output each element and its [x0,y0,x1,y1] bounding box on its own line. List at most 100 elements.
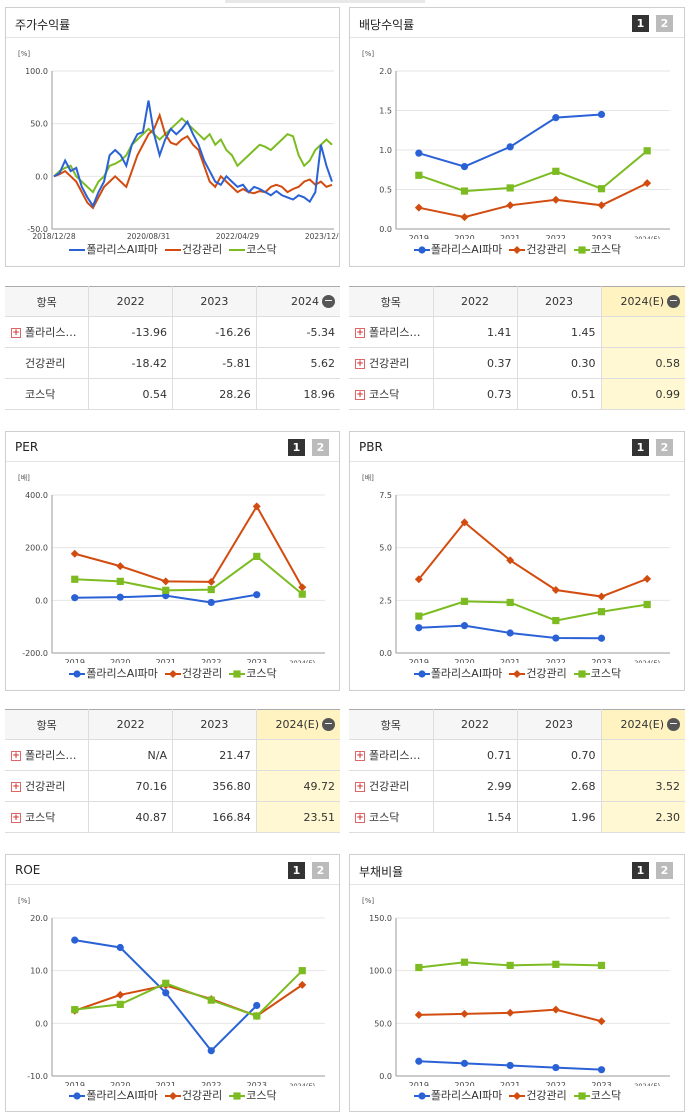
chart-legend: 폴라리스AI파마 건강관리 코스닥 [6,241,339,257]
legend-marker [73,1092,81,1100]
per-chart: [배] 400.0 200.0 0.0 -200.0 2019 2020 2021 2022 20… [18,473,325,663]
value-cell: 2.30 [601,801,685,833]
value-cell: 28.26 [172,378,257,410]
value-cell: 1.41 [433,316,518,348]
legend-marker [513,670,522,678]
panel-header: 주가수익률 [6,8,339,38]
panel-title: ROE [15,863,41,877]
legend-item: 코스닥 [573,1087,621,1103]
legend-swatch [509,1092,526,1100]
stock-return-panel: 주가수익률 [%] 100.0 50.0 0.0 -50.0 2018/12/28 2020… [5,7,340,267]
x-tick-label: 2023 [591,658,611,663]
column-header-2022: 2022 [433,709,518,740]
table-row: + 폴라리스… 1.41 1.45 [349,316,685,348]
panel-header: 부채비율 1 2 [350,855,684,885]
dividend-table: 항목 2022 2023 2024(E) − + 폴라리스… 1.41 1.45 + 건강관리 0.3… [349,286,685,410]
data-point [552,616,560,625]
header-label: 2023 [545,718,573,731]
view-2-button[interactable]: 2 [312,862,329,879]
legend-label: 코스닥 [590,243,622,256]
data-point [415,624,423,632]
legend-marker [418,1092,426,1100]
expand-plus-icon[interactable]: + [355,813,365,823]
data-point [207,598,215,607]
legend-item: 건강관리 [164,241,222,257]
table-row: + 건강관리 70.16 356.80 49.72 [5,770,340,802]
row-name-cell: + 폴라리스… [5,316,90,348]
y-tick-label: 200.0 [25,544,48,553]
view-2-button[interactable]: 2 [656,862,673,879]
legend-swatch [69,670,86,678]
y-tick-label: 50.0 [374,1019,392,1028]
column-header-2023: 2023 [517,709,602,740]
view-2-button[interactable]: 2 [312,439,329,456]
row-name-cell: + 폴라리스… [5,739,90,771]
data-point [597,634,606,642]
value-cell: 3.52 [601,770,685,802]
y-tick-label: 5.0 [379,544,392,553]
value-cell: N/A [88,739,173,771]
value-cell: 356.80 [172,770,257,802]
data-point [414,1010,423,1019]
row-name: 폴라리스… [369,749,421,762]
data-point [506,629,514,637]
expand-plus-icon[interactable]: + [355,328,365,338]
table-row: + 폴라리스… N/A 21.47 [5,739,340,771]
view-1-button[interactable]: 1 [288,439,305,456]
series-line [53,100,333,208]
y-tick-label: 0.0 [35,172,48,181]
column-header-2024(E): 2024(E) − [601,286,685,317]
table-row: + 폴라리스… 0.71 0.70 [349,739,685,771]
x-tick-label: 2021 [156,1081,176,1086]
x-tick-label: 2020 [454,658,474,663]
row-name-cell: + 건강관리 [349,770,434,802]
data-point [506,556,515,565]
expand-plus-icon[interactable]: + [355,359,365,369]
expand-plus-icon[interactable]: + [355,751,365,761]
y-tick-label: 400.0 [25,491,48,500]
row-name-cell: + 폴라리스… [349,316,434,348]
header-label: 2024(E) [275,717,319,731]
data-point [460,958,469,966]
collapse-column-button[interactable]: − [322,294,335,309]
collapse-column-button[interactable]: − [322,717,335,732]
y-tick-label: 0.0 [379,225,392,234]
data-point [643,147,651,155]
series-line [74,969,303,1018]
expand-plus-icon[interactable]: + [355,390,365,400]
row-name-cell: + 코스닥 [349,378,434,410]
data-point [460,213,469,222]
expand-plus-icon[interactable]: + [11,751,21,761]
header-label: 2022 [461,295,489,308]
view-1-button[interactable]: 1 [632,439,649,456]
row-name-cell: + 코스닥 [349,801,434,833]
view-1-button[interactable]: 1 [632,15,649,32]
legend-label: 폴라리스AI파마 [430,667,503,680]
pbr-panel: PBR 1 2 [배] 7.5 5.0 2.5 0.0 2019 2020 2021 2022 2… [349,431,685,691]
legend-item: 폴라리스AI파마 [413,665,503,681]
legend-swatch [573,670,590,678]
expand-plus-icon[interactable]: + [11,328,21,338]
view-2-button[interactable]: 2 [656,439,673,456]
collapse-column-button[interactable]: − [667,294,680,309]
view-2-button[interactable]: 2 [656,15,673,32]
expand-plus-icon[interactable]: + [355,782,365,792]
view-1-button[interactable]: 1 [288,862,305,879]
legend-marker [418,246,426,254]
y-unit-label: [배] [18,473,30,482]
chart-legend: 폴라리스AI파마 건강관리 코스닥 [350,665,684,681]
collapse-column-button[interactable]: − [667,717,680,732]
x-tick-label: 2021 [500,1081,520,1086]
data-point [643,600,651,609]
value-cell: 0.51 [517,378,602,410]
view-1-button[interactable]: 1 [632,862,649,879]
legend-marker [513,1092,522,1100]
column-header-2023: 2023 [172,286,257,317]
data-point [506,201,515,210]
expand-plus-icon[interactable]: + [11,782,21,792]
legend-label: 건강관리 [181,243,223,256]
column-header-2024: 2024− [256,286,340,317]
series-line [418,182,648,219]
expand-plus-icon[interactable]: + [11,813,21,823]
value-cell: 5.62 [256,347,340,379]
